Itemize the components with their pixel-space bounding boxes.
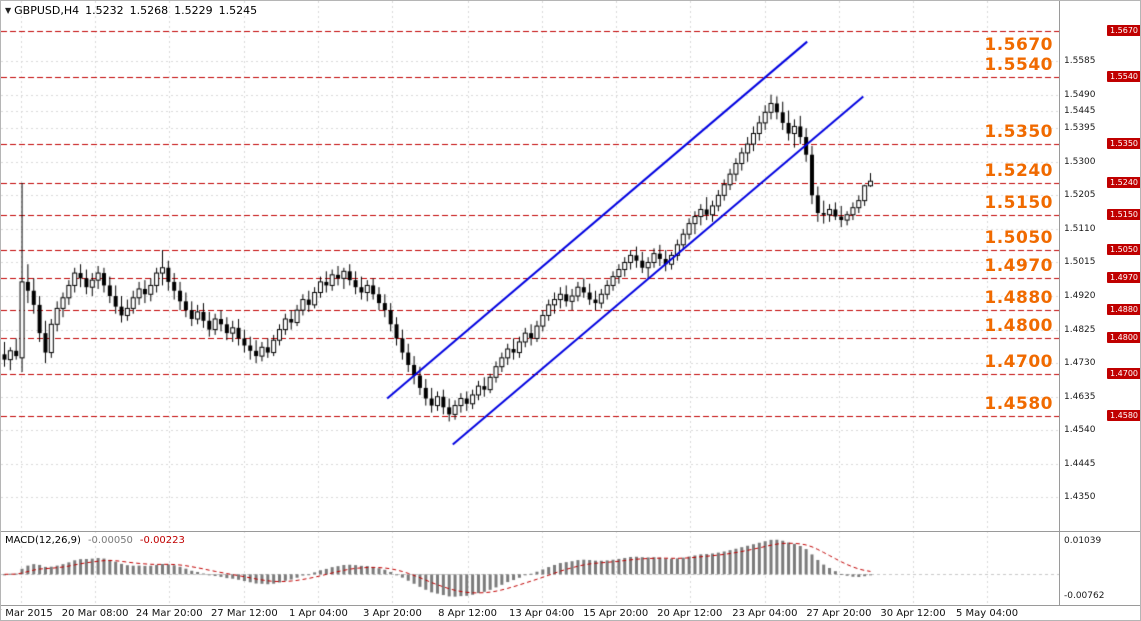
time-label: 27 Apr 20:00: [806, 608, 872, 619]
macd-indicator-label: MACD(12,26,9) -0.00050 -0.00223: [5, 535, 185, 546]
time-label: 30 Apr 12:00: [880, 608, 946, 619]
price-chart-canvas[interactable]: [1, 1, 1059, 605]
price-tick-label: 1.4540: [1064, 425, 1096, 436]
price-tick-label: 1.5300: [1064, 156, 1096, 167]
ohlc-open: 1.5232: [85, 4, 124, 17]
price-tick-label: 1.5445: [1064, 105, 1096, 116]
price-tick-label: 1.5015: [1064, 257, 1096, 268]
price-level-badge: 1.5050: [1107, 244, 1140, 256]
axis-separator: [1059, 1, 1060, 605]
price-level-badge: 1.5540: [1107, 70, 1140, 82]
price-level-badge: 1.4580: [1107, 410, 1140, 422]
price-level-badge: 1.4880: [1107, 304, 1140, 316]
macd-axis-min: -0.00762: [1064, 591, 1105, 601]
macd-axis-max: 0.01039: [1064, 536, 1102, 546]
price-level-badge: 1.5670: [1107, 25, 1140, 37]
price-tick-label: 1.4825: [1064, 324, 1096, 335]
price-level-badge: 1.4800: [1107, 332, 1140, 344]
macd-signal-value: -0.00223: [139, 535, 185, 546]
price-tick-label: 1.5585: [1064, 56, 1096, 67]
price-tick-label: 1.4445: [1064, 458, 1096, 469]
chart-symbol-icon: ▼: [5, 6, 12, 15]
price-tick-label: 1.5110: [1064, 223, 1096, 234]
time-label: 17 Mar 2015: [1, 608, 53, 619]
price-axis[interactable]: 0.01039 -0.00762 1.5585 1.5490 1.5445 1.539…: [1060, 1, 1140, 605]
time-label: 5 May 04:00: [955, 608, 1019, 619]
ohlc-high: 1.5268: [129, 4, 169, 17]
time-label: 20 Apr 12:00: [657, 608, 723, 619]
chart-title: ▼ GBPUSD,H4 1.5232 1.5268 1.5229 1.5245: [5, 4, 257, 17]
time-label: 20 Mar 08:00: [61, 608, 129, 619]
time-label: 23 Apr 04:00: [732, 608, 798, 619]
time-label: 27 Mar 12:00: [210, 608, 278, 619]
price-tick-label: 1.5490: [1064, 89, 1096, 100]
time-axis[interactable]: 17 Mar 2015 20 Mar 08:00 24 Mar 20:00 27 Ma…: [1, 605, 1140, 620]
ohlc-close: 1.5245: [218, 4, 258, 17]
macd-name: MACD(12,26,9): [5, 535, 81, 546]
time-label: 13 Apr 04:00: [509, 608, 575, 619]
price-tick-label: 1.4635: [1064, 391, 1096, 402]
symbol-period-label: GBPUSD,H4: [14, 4, 80, 17]
price-tick-label: 1.4350: [1064, 492, 1096, 503]
price-level-badge: 1.5150: [1107, 208, 1140, 220]
price-tick-label: 1.5205: [1064, 190, 1096, 201]
price-level-badge: 1.5350: [1107, 138, 1140, 150]
time-label: 3 Apr 20:00: [363, 608, 422, 619]
time-label: 15 Apr 20:00: [583, 608, 649, 619]
price-level-badge: 1.5240: [1107, 176, 1140, 188]
pane-separator[interactable]: [1, 531, 1140, 532]
price-tick-label: 1.4920: [1064, 291, 1096, 302]
price-level-badge: 1.4700: [1107, 367, 1140, 379]
time-label: 1 Apr 04:00: [288, 608, 348, 619]
ohlc-low: 1.5229: [174, 4, 213, 17]
price-level-badge: 1.4970: [1107, 272, 1140, 284]
price-tick-label: 1.4730: [1064, 358, 1096, 369]
macd-main-value: -0.00050: [87, 535, 133, 546]
time-label: 24 Mar 20:00: [135, 608, 203, 619]
time-label: 8 Apr 12:00: [438, 608, 497, 619]
price-tick-label: 1.5395: [1064, 123, 1096, 134]
